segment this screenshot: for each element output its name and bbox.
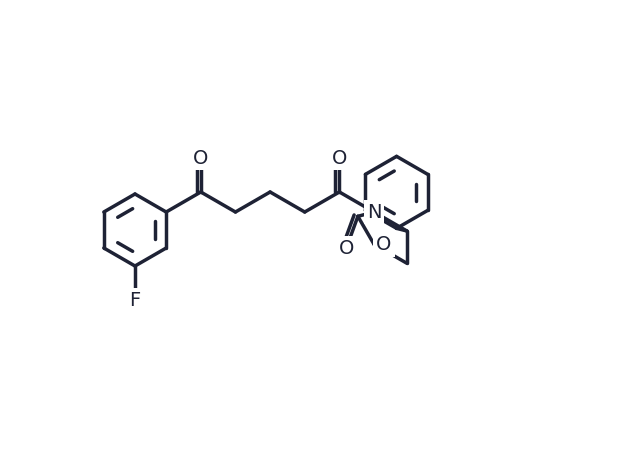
Text: O: O	[376, 235, 392, 254]
Text: O: O	[193, 149, 209, 167]
Text: N: N	[367, 203, 381, 221]
Text: O: O	[339, 239, 354, 258]
Text: O: O	[332, 149, 347, 167]
Text: F: F	[129, 290, 141, 310]
